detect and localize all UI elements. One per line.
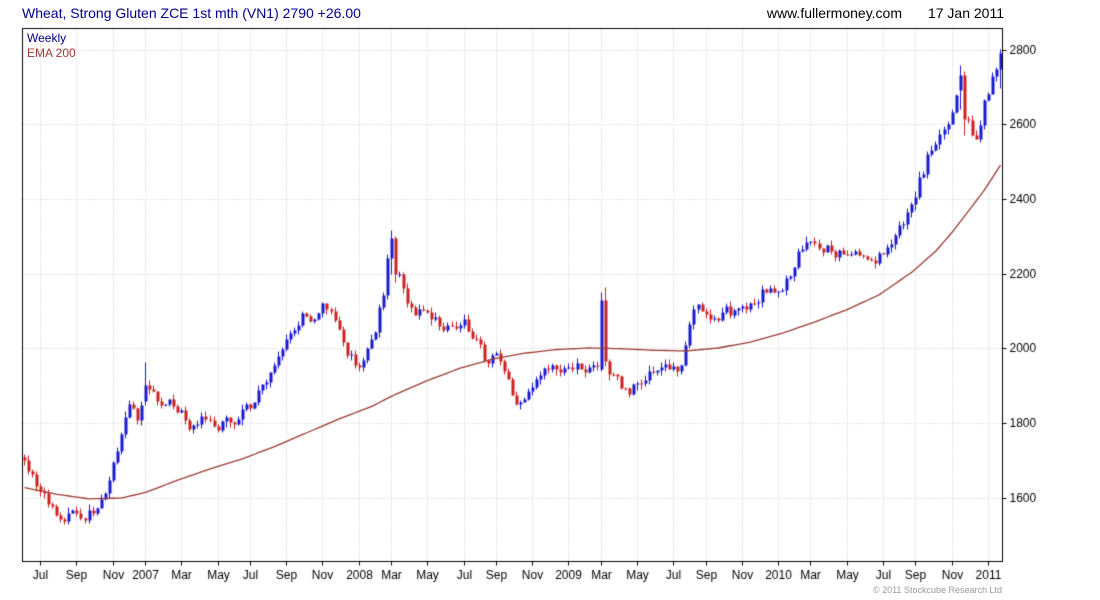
chart-area (0, 26, 1100, 600)
legend-ema-label: EMA 200 (27, 46, 76, 60)
chart-header: Wheat, Strong Gluten ZCE 1st mth (VN1) 2… (0, 0, 1100, 26)
copyright-note: © 2011 Stockcube Research Ltd (872, 585, 1002, 595)
price-chart-canvas (0, 26, 1100, 600)
website-watermark: www.fullermoney.com (766, 5, 902, 21)
instrument-title: Wheat, Strong Gluten ZCE 1st mth (VN1) 2… (22, 5, 361, 21)
chart-date: 17 Jan 2011 (927, 5, 1004, 21)
legend-weekly-label: Weekly (27, 31, 67, 45)
